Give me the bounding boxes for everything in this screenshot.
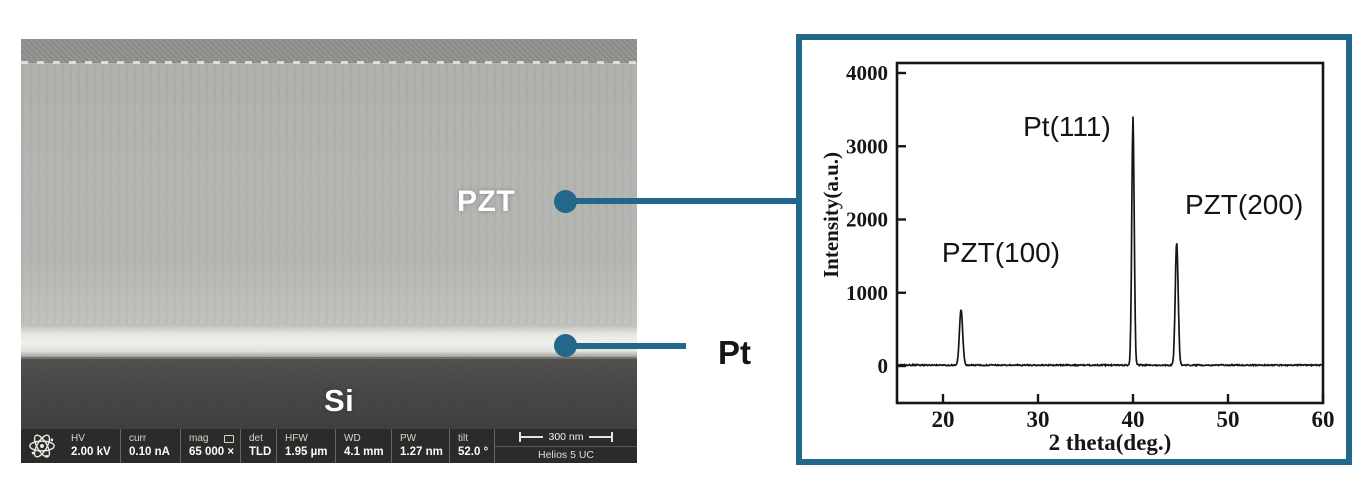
field-label: tilt: [458, 433, 468, 444]
pzt-callout-line: [566, 198, 796, 204]
scale-bar-right-cap: [610, 432, 613, 443]
y-tick-label: 3000: [846, 134, 888, 158]
field-value: 2.00 kV: [71, 446, 111, 458]
info-field-det: det TLD: [240, 429, 276, 463]
info-field-tilt: tilt 52.0 °: [449, 429, 494, 463]
x-tick-label: 50: [1217, 407, 1240, 432]
mag-display-icon: [224, 434, 234, 443]
instrument-name: Helios 5 UC: [495, 445, 637, 464]
peak-label: PZT(100): [942, 237, 1060, 268]
field-value: 0.10 nA: [129, 446, 170, 458]
xrd-curve: [897, 116, 1323, 368]
field-value: 4.1 mm: [344, 446, 384, 458]
x-tick-label: 20: [932, 407, 955, 432]
y-tick-label: 0: [878, 354, 889, 378]
x-tick-label: 30: [1027, 407, 1050, 432]
x-tick-label: 40: [1122, 407, 1145, 432]
y-tick-label: 4000: [846, 61, 888, 85]
plot-frame: [895, 61, 1325, 405]
field-value: 1.27 nm: [400, 446, 443, 458]
field-label: WD: [344, 433, 361, 444]
field-label: HV: [71, 433, 85, 444]
field-label: det: [249, 433, 263, 444]
field-value: 65 000 ×: [189, 446, 235, 458]
info-field-hfw: HFW 1.95 µm: [276, 429, 335, 463]
field-label: HFW: [285, 433, 308, 444]
sem-surface-band: [21, 39, 637, 63]
pt-callout-line: [566, 343, 686, 349]
sem-micrograph: PZT Si HV 2.00 kV curr 0.10 nA mag 65 000 × de…: [21, 39, 637, 463]
x-axis-title: 2 theta(deg.): [1049, 430, 1172, 455]
field-label: mag: [189, 432, 240, 445]
y-tick-label: 1000: [846, 281, 888, 305]
si-layer-label: Si: [324, 383, 355, 418]
scale-bar-label: 300 nm: [548, 431, 584, 444]
y-axis-title: Intensity(a.u.): [819, 152, 843, 278]
scale-cell: 300 nm Helios 5 UC: [494, 429, 637, 463]
field-label: curr: [129, 433, 147, 444]
peak-label: PZT(200): [1185, 189, 1303, 220]
field-value: TLD: [249, 446, 272, 458]
sem-pzt-layer: [21, 64, 637, 325]
y-tick-label: 2000: [846, 208, 888, 232]
info-field-mag: mag 65 000 ×: [180, 429, 240, 463]
x-tick-label: 60: [1312, 407, 1335, 432]
pt-layer-label: Pt: [718, 334, 751, 371]
field-value: 1.95 µm: [285, 446, 328, 458]
xrd-chart: 20 30 40 50 60 0 1000 2000 3000 4000 2 theta(deg.)…: [819, 61, 1335, 455]
scale-bar-left-cap: [519, 432, 522, 443]
pzt-layer-label: PZT: [457, 185, 516, 218]
sem-pt-layer: [21, 325, 637, 359]
sem-info-bar: HV 2.00 kV curr 0.10 nA mag 65 000 × det TLD HFW…: [21, 429, 637, 463]
scale-bar: 300 nm: [495, 429, 637, 446]
info-field-hv: HV 2.00 kV: [63, 429, 120, 463]
xrd-plot-box: 20 30 40 50 60 0 1000 2000 3000 4000 2 theta(deg.)…: [796, 34, 1352, 465]
pt-callout-dot: [554, 334, 577, 357]
atom-icon: [21, 429, 63, 463]
field-value: 52.0 °: [458, 446, 489, 458]
info-field-curr: curr 0.10 nA: [120, 429, 180, 463]
pzt-callout-dot: [554, 190, 577, 213]
field-label: PW: [400, 433, 417, 444]
peak-label: Pt(111): [1023, 111, 1111, 142]
info-field-wd: WD 4.1 mm: [335, 429, 391, 463]
info-field-pw: PW 1.27 nm: [391, 429, 449, 463]
